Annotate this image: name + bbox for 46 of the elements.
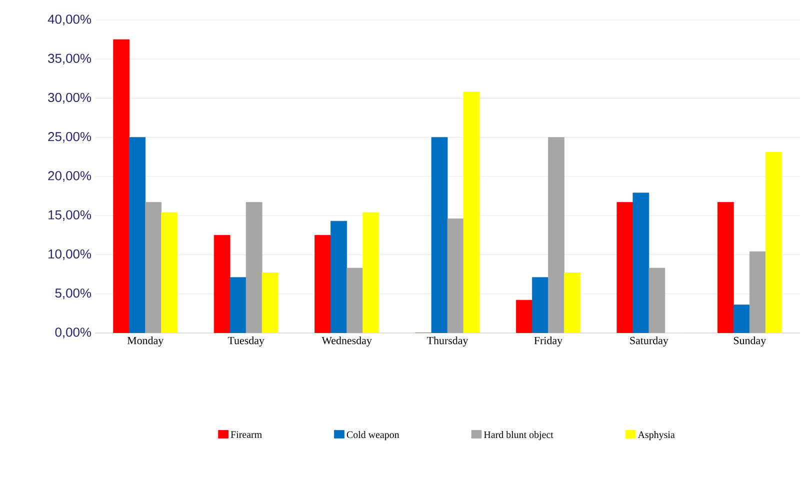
legend-label: Firearm [230,431,262,438]
y-tick-label: 25,00% [48,132,92,143]
bar [733,304,750,333]
bar [717,202,734,333]
bar [431,137,448,333]
bar [765,152,782,333]
bar [463,92,480,333]
y-tick-label: 20,00% [48,171,92,182]
bar [262,272,278,333]
bar [749,251,766,333]
x-tick-label: Friday [534,336,562,346]
x-tick-label: Saturday [630,336,668,346]
bar [246,202,262,333]
y-tick-label: 35,00% [48,54,92,64]
y-tick-label: 0,00% [55,328,92,338]
y-tick-label: 30,00% [48,92,92,104]
legend-label: Asphysia [638,431,675,440]
bar [632,192,650,333]
x-tick-label: Thursday [427,336,468,346]
bar [564,272,580,333]
y-tick-label: 40,00% [48,14,92,26]
y-tick-label: 10,00% [48,249,92,260]
x-tick-label: Tuesday [228,336,264,346]
bar [532,277,548,333]
x-tick-label: Monday [127,336,164,346]
bar [161,212,178,333]
bar [516,300,532,333]
bar [129,137,146,333]
bar [648,268,666,333]
legend-label: Cold weapon [346,431,400,440]
x-tick-label: Sunday [734,336,766,346]
bar [330,220,347,333]
x-tick-label: Wednesday [322,336,372,346]
bar [616,202,634,333]
bar [362,212,379,333]
y-tick-label: 5,00% [55,288,92,300]
y-tick-label: 15,00% [48,210,92,221]
bar [113,39,130,333]
bar [230,277,246,333]
bar [346,268,363,333]
legend-label: Hard blunt object [484,431,554,440]
bar [214,234,230,333]
bar [447,218,464,333]
bar [314,234,331,333]
bar [548,137,564,333]
bar [145,202,162,333]
